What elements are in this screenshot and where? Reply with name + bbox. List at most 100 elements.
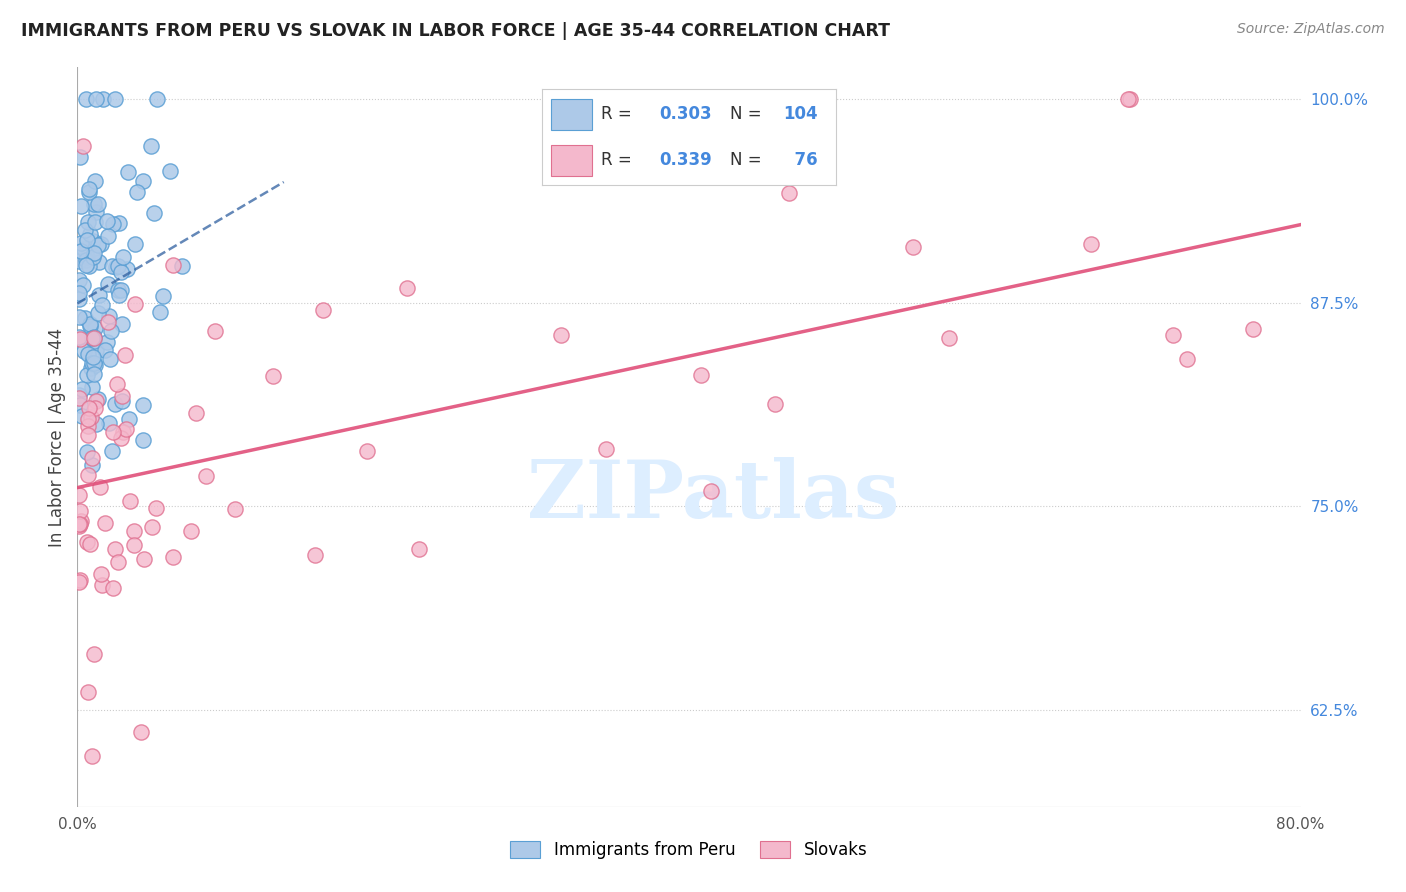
Point [76,215,98,229]
Point [111,393,134,408]
Point [91,92,114,106]
Point [69,150,91,164]
Point [67,310,90,325]
Point [97,277,120,291]
Point [91,578,114,592]
Point [195,469,218,483]
Point [124,297,146,311]
Point [69,504,91,518]
Point [87,306,110,320]
Point [110,265,132,279]
Point [80,356,103,370]
Point [83,648,105,662]
Point [67,273,90,287]
Point [83,246,105,260]
Point [97,315,120,329]
Point [73,311,96,326]
Point [595,442,617,456]
Point [141,520,163,534]
Point [79,227,101,241]
Point [162,549,184,564]
Point [118,493,141,508]
Point [83,367,105,381]
Point [97,310,120,324]
Point [700,484,723,499]
Point [79,537,101,551]
Point [83,356,105,370]
Point [105,377,128,392]
Point [83,331,105,345]
Point [67,518,90,533]
Point [104,542,127,557]
Point [101,443,124,458]
Point [84,173,107,187]
Text: ZIPatlas: ZIPatlas [527,458,900,535]
Point [107,555,129,569]
Point [79,182,101,196]
Point [79,259,101,273]
Point [77,467,100,482]
Point [97,416,120,430]
Point [117,261,139,276]
Point [80,749,103,764]
Y-axis label: In Labor Force | Age 35-44: In Labor Force | Age 35-44 [48,327,66,547]
Point [79,317,101,331]
Point [67,392,90,406]
Point [111,389,134,403]
Point [111,317,134,331]
Point [111,425,134,439]
Point [79,318,101,333]
Point [84,393,107,408]
Point [763,397,786,411]
Point [114,348,136,362]
Point [67,574,90,589]
Point [180,524,202,539]
Point [77,185,100,199]
Point [550,328,572,343]
Point [72,382,94,396]
Legend: Immigrants from Peru, Slovaks: Immigrants from Peru, Slovaks [503,834,875,865]
Point [79,361,101,376]
Point [143,206,166,220]
Point [172,259,194,273]
Point [90,237,112,252]
Point [72,138,94,153]
Point [127,185,149,199]
Point [1161,328,1184,343]
Point [104,92,127,106]
Point [132,551,155,566]
Point [115,422,138,436]
Point [75,92,97,106]
Point [146,92,169,106]
Point [110,284,132,298]
Point [91,298,114,312]
Point [80,380,103,394]
Point [139,139,162,153]
Point [408,542,430,557]
Point [122,538,145,552]
Point [101,259,124,273]
Point [82,351,104,365]
Point [82,450,104,465]
Point [1080,237,1102,252]
Point [83,196,105,211]
Point [778,186,800,201]
Point [83,329,105,343]
Point [98,352,121,367]
Point [110,431,132,445]
Point [70,514,93,528]
Point [312,303,335,318]
Point [67,253,90,268]
Point [1116,92,1139,106]
Point [67,488,90,502]
Point [93,516,115,530]
Point [67,516,90,531]
Point [690,368,713,383]
Point [72,278,94,293]
Point [70,235,93,250]
Point [82,234,104,248]
Point [152,288,174,302]
Point [69,573,91,587]
Point [70,409,93,423]
Point [395,281,418,295]
